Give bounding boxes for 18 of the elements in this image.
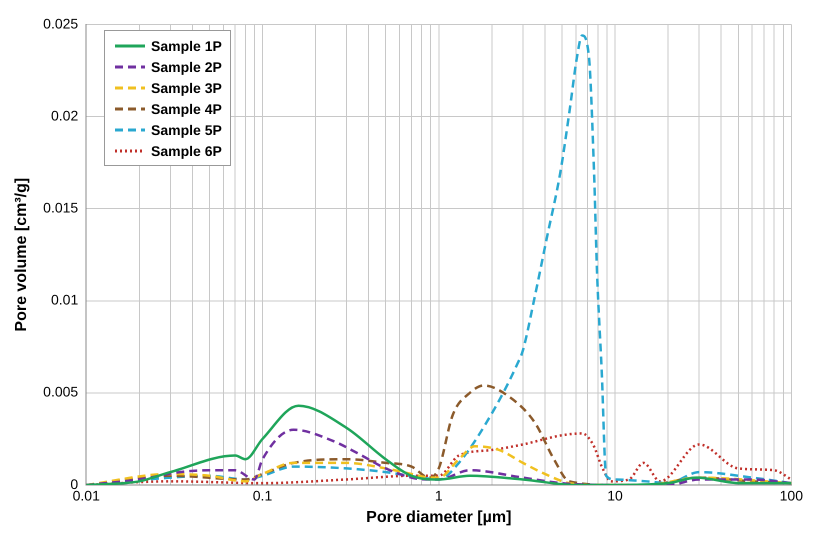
- x-tick-label: 0.1: [252, 487, 272, 504]
- legend-label: Sample 2P: [151, 58, 222, 74]
- x-tick-label: 1: [434, 487, 443, 504]
- x-axis-title: Pore diameter [µm]: [366, 508, 512, 526]
- y-axis-title: Pore volume [cm³/g]: [13, 178, 30, 332]
- x-tick-label: 100: [780, 487, 804, 504]
- y-tick-label: 0.015: [43, 200, 78, 216]
- y-tick-label: 0.025: [43, 15, 78, 32]
- legend-label: Sample 6P: [151, 142, 222, 158]
- legend-label: Sample 4P: [151, 100, 222, 116]
- legend-label: Sample 1P: [151, 38, 222, 54]
- legend-label: Sample 5P: [151, 122, 222, 138]
- y-tick-label: 0.01: [50, 292, 78, 308]
- y-tick-label: 0.005: [43, 384, 78, 400]
- legend-label: Sample 3P: [151, 80, 222, 96]
- y-tick-label: 0.02: [50, 107, 78, 124]
- x-tick-label: 10: [607, 487, 624, 504]
- y-tick-label: 0: [70, 476, 78, 492]
